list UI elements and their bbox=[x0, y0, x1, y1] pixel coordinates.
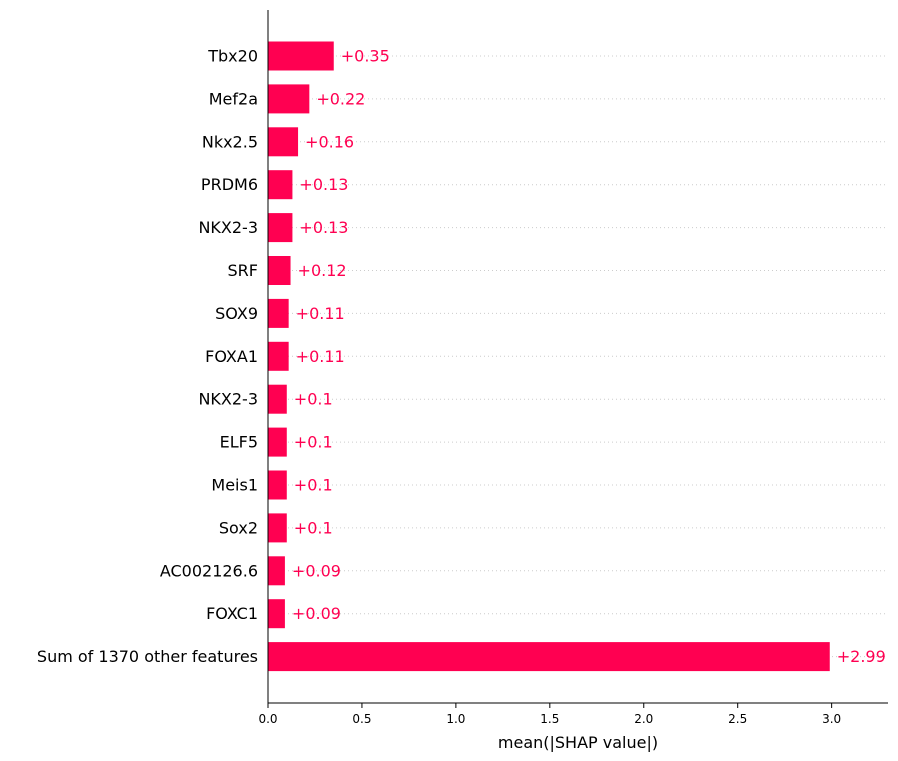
feature-label: Mef2a bbox=[209, 89, 258, 108]
value-label: +0.16 bbox=[305, 132, 354, 151]
bar bbox=[268, 41, 334, 71]
x-tick-label: 0.5 bbox=[352, 712, 371, 726]
value-label: +0.11 bbox=[296, 304, 345, 323]
value-label: +0.13 bbox=[299, 218, 348, 237]
value-label: +0.1 bbox=[294, 433, 333, 452]
value-label: +0.1 bbox=[294, 476, 333, 495]
bar bbox=[268, 84, 310, 114]
feature-label: FOXC1 bbox=[206, 604, 258, 623]
value-label: +0.35 bbox=[341, 47, 390, 66]
value-label: +0.1 bbox=[294, 518, 333, 537]
feature-label: SOX9 bbox=[215, 304, 258, 323]
bar bbox=[268, 599, 285, 629]
bar bbox=[268, 256, 291, 285]
bar bbox=[268, 513, 287, 543]
value-label: +0.13 bbox=[299, 175, 348, 194]
value-label: +0.09 bbox=[292, 561, 341, 580]
bar bbox=[268, 470, 287, 500]
x-tick-label: 2.5 bbox=[728, 712, 747, 726]
value-label: +0.09 bbox=[292, 604, 341, 623]
bar bbox=[268, 427, 287, 457]
feature-label: AC002126.6 bbox=[160, 561, 258, 580]
bar bbox=[268, 170, 293, 200]
feature-label: Sum of 1370 other features bbox=[37, 647, 258, 666]
bar bbox=[268, 384, 287, 414]
bar bbox=[268, 298, 289, 328]
value-label: +0.11 bbox=[296, 347, 345, 366]
feature-label: Meis1 bbox=[211, 476, 258, 495]
x-ticks: 0.0 0.5 1.0 1.5 2.0 2.5 3.0 bbox=[258, 703, 841, 726]
feature-label: Nkx2.5 bbox=[202, 132, 258, 151]
x-axis-title: mean(|SHAP value|) bbox=[498, 733, 658, 752]
x-tick-label: 1.0 bbox=[446, 712, 465, 726]
value-label: +0.22 bbox=[316, 89, 365, 108]
feature-label: PRDM6 bbox=[201, 175, 258, 194]
x-tick-label: 2.0 bbox=[634, 712, 653, 726]
bar bbox=[268, 556, 285, 586]
x-tick-label: 0.0 bbox=[258, 712, 277, 726]
x-tick-label: 1.5 bbox=[540, 712, 559, 726]
value-label: +0.12 bbox=[298, 261, 347, 280]
bar bbox=[268, 341, 289, 371]
bars bbox=[268, 41, 830, 672]
feature-label: NKX2-3 bbox=[198, 390, 258, 409]
feature-label: Sox2 bbox=[219, 518, 258, 537]
bar bbox=[268, 642, 830, 672]
bar bbox=[268, 213, 293, 243]
feature-label: Tbx20 bbox=[207, 47, 258, 66]
feature-labels: Tbx20 Mef2a Nkx2.5 PRDM6 NKX2-3 SRF SOX9 FOXA1 N… bbox=[37, 47, 258, 667]
feature-label: ELF5 bbox=[220, 433, 258, 452]
x-tick-label: 3.0 bbox=[822, 712, 841, 726]
bar bbox=[268, 127, 299, 157]
feature-label: SRF bbox=[228, 261, 258, 280]
feature-label: NKX2-3 bbox=[198, 218, 258, 237]
feature-label: FOXA1 bbox=[205, 347, 258, 366]
value-label: +0.1 bbox=[294, 390, 333, 409]
gridlines bbox=[268, 55, 888, 658]
value-label: +2.99 bbox=[837, 647, 886, 666]
value-labels: +0.35 +0.22 +0.16 +0.13 +0.13 +0.12 +0.11 +0.11… bbox=[292, 47, 886, 667]
